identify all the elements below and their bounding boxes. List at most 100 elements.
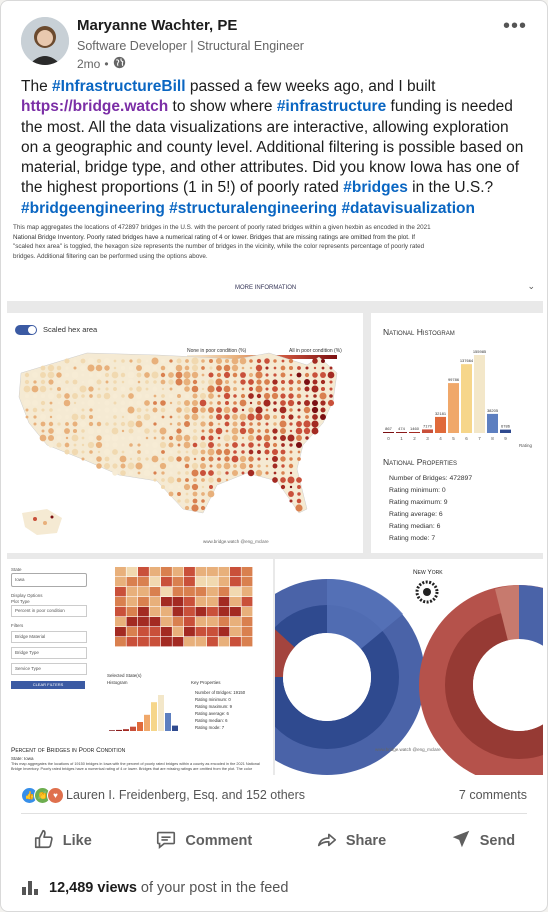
county[interactable]: [149, 567, 161, 577]
hex-bin[interactable]: [272, 379, 278, 385]
hex-bin[interactable]: [23, 385, 31, 393]
county[interactable]: [241, 637, 253, 647]
hex-bin[interactable]: [184, 505, 190, 511]
hist-bar[interactable]: [435, 416, 446, 433]
hashtag-infrastructure[interactable]: #infrastructure: [276, 98, 387, 116]
hex-bin[interactable]: [272, 386, 278, 392]
hex-bin[interactable]: [209, 464, 213, 468]
hex-bin[interactable]: [184, 365, 190, 371]
hex-bin[interactable]: [224, 400, 230, 406]
hex-bin[interactable]: [137, 450, 141, 454]
county[interactable]: [149, 637, 161, 647]
hex-bin[interactable]: [191, 371, 199, 379]
hex-bin[interactable]: [168, 435, 174, 441]
county[interactable]: [218, 597, 230, 607]
hex-bin[interactable]: [105, 415, 109, 419]
hex-bin[interactable]: [272, 477, 278, 483]
county[interactable]: [241, 617, 253, 627]
county[interactable]: [172, 577, 184, 587]
more-options-icon[interactable]: •••: [502, 15, 527, 37]
hex-bin[interactable]: [191, 504, 199, 512]
iowa-histogram-chart[interactable]: [105, 691, 179, 735]
hex-bin[interactable]: [41, 429, 45, 433]
hex-bin[interactable]: [273, 422, 277, 426]
county[interactable]: [207, 597, 218, 607]
hex-bin[interactable]: [281, 359, 285, 363]
hex-bin[interactable]: [152, 449, 158, 455]
county[interactable]: [161, 617, 172, 627]
hex-bin[interactable]: [239, 357, 247, 365]
hex-bin[interactable]: [137, 380, 141, 384]
hex-bin[interactable]: [207, 441, 215, 449]
county[interactable]: [241, 627, 253, 637]
county[interactable]: [207, 627, 218, 637]
county[interactable]: [115, 587, 126, 597]
hex-bin[interactable]: [263, 434, 271, 442]
hex-bin[interactable]: [288, 393, 294, 399]
hex-bin[interactable]: [289, 499, 293, 503]
hex-bin[interactable]: [217, 457, 221, 461]
hex-bin[interactable]: [233, 401, 237, 405]
hex-bin[interactable]: [232, 372, 238, 378]
hex-bin[interactable]: [119, 455, 127, 463]
hex-bin[interactable]: [120, 400, 126, 406]
hex-bin[interactable]: [191, 413, 199, 421]
hex-bin[interactable]: [96, 421, 102, 427]
hex-bin[interactable]: [241, 408, 245, 412]
hex-bin[interactable]: [232, 407, 238, 413]
county[interactable]: [241, 587, 253, 597]
county[interactable]: [149, 587, 161, 597]
hex-bin[interactable]: [167, 364, 175, 372]
hex-bin[interactable]: [87, 357, 95, 365]
county[interactable]: [207, 637, 218, 647]
hex-bin[interactable]: [329, 394, 333, 398]
county[interactable]: [218, 617, 230, 627]
hex-bin[interactable]: [127, 462, 135, 470]
county[interactable]: [218, 607, 230, 617]
hex-bin[interactable]: [159, 441, 167, 449]
county[interactable]: [195, 617, 207, 627]
hex-bin[interactable]: [153, 471, 157, 475]
hex-bin[interactable]: [272, 456, 278, 462]
hex-bin[interactable]: [128, 393, 134, 399]
iowa-hist-bar[interactable]: [158, 695, 164, 731]
hex-bin[interactable]: [257, 401, 261, 405]
hex-bin[interactable]: [224, 414, 230, 420]
hex-bin[interactable]: [111, 371, 119, 379]
hex-bin[interactable]: [177, 401, 181, 405]
hex-bin[interactable]: [289, 429, 293, 433]
hex-bin[interactable]: [160, 379, 166, 385]
hex-bin[interactable]: [33, 394, 37, 398]
hex-bin[interactable]: [104, 372, 110, 378]
county[interactable]: [161, 637, 172, 647]
hex-bin[interactable]: [49, 408, 53, 412]
hex-bin[interactable]: [113, 415, 117, 419]
hex-bin[interactable]: [191, 357, 199, 365]
hex-bin[interactable]: [183, 371, 191, 379]
hex-bin[interactable]: [47, 364, 55, 372]
hex-bin[interactable]: [64, 449, 70, 455]
hex-bin[interactable]: [223, 385, 231, 393]
hex-bin[interactable]: [280, 456, 286, 462]
hex-bin[interactable]: [240, 421, 246, 427]
hex-bin[interactable]: [320, 400, 326, 406]
hex-bin[interactable]: [257, 429, 261, 433]
hex-bin[interactable]: [184, 393, 190, 399]
hex-bin[interactable]: [96, 456, 102, 462]
hex-bin[interactable]: [136, 407, 142, 413]
hex-bin[interactable]: [224, 456, 230, 462]
hex-bin[interactable]: [281, 443, 285, 447]
hex-bin[interactable]: [153, 478, 157, 482]
hex-bin[interactable]: [112, 393, 118, 399]
hex-bin[interactable]: [136, 400, 142, 406]
more-information-link[interactable]: MORE INFORMATION: [235, 285, 297, 291]
hex-bin[interactable]: [329, 387, 333, 391]
hex-bin[interactable]: [49, 415, 53, 419]
hex-bin[interactable]: [25, 394, 29, 398]
reactors-text[interactable]: Lauren I. Freidenberg, Esq. and 152 othe…: [66, 788, 306, 802]
hex-bin[interactable]: [207, 406, 215, 414]
hex-bin[interactable]: [248, 463, 254, 469]
hex-bin[interactable]: [136, 372, 142, 378]
share-button[interactable]: Share: [316, 828, 386, 854]
hex-bin[interactable]: [169, 464, 173, 468]
